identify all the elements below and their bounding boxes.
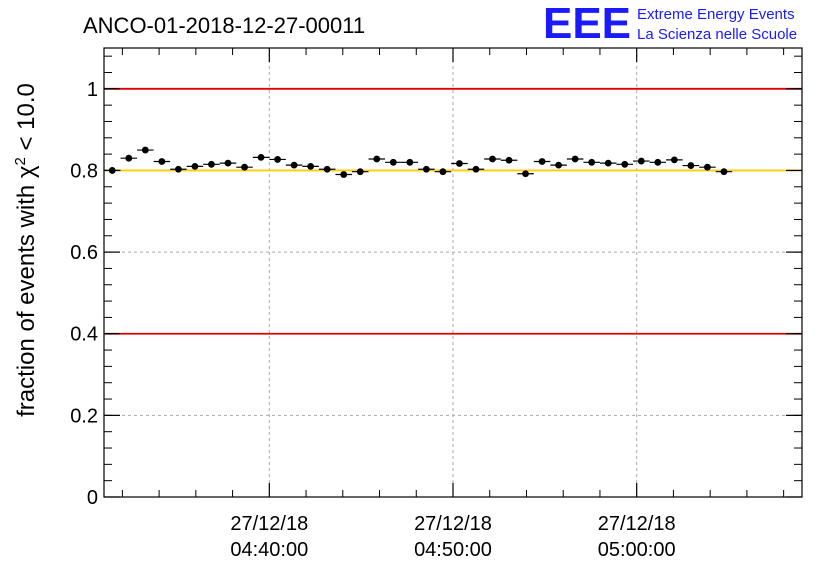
logo-line-2: La Scienza nelle Scuole bbox=[637, 26, 797, 43]
x-tick-label-date: 27/12/18 bbox=[598, 513, 676, 535]
data-point bbox=[125, 154, 133, 162]
reference-lines bbox=[104, 87, 802, 335]
data-point bbox=[588, 158, 596, 166]
data-point bbox=[522, 170, 529, 178]
data-point bbox=[538, 158, 546, 165]
logo-line-1: Extreme Energy Events bbox=[637, 6, 795, 23]
data-point bbox=[637, 157, 645, 165]
x-tick-label-time: 04:40:00 bbox=[230, 539, 308, 561]
data-point bbox=[274, 156, 281, 163]
data-point bbox=[654, 158, 662, 166]
y-axis-label: fraction of events with χ2 < 10.0 bbox=[12, 83, 40, 417]
data-point bbox=[257, 153, 265, 161]
y-tick-label: 0.8 bbox=[70, 160, 98, 182]
data-point bbox=[406, 158, 414, 166]
data-point bbox=[224, 159, 232, 167]
data-point bbox=[555, 161, 563, 169]
data-point bbox=[505, 156, 513, 164]
data-point bbox=[670, 156, 678, 164]
axes: 0 0.2 0.4 0.6 0.8 1 27/12/18 04:40:00 27/12/18 04… bbox=[70, 48, 802, 561]
data-point bbox=[422, 165, 430, 173]
data-point bbox=[604, 159, 612, 167]
data-point bbox=[704, 163, 711, 171]
data-point bbox=[356, 168, 364, 176]
data-point bbox=[720, 168, 728, 176]
data-point bbox=[489, 155, 496, 163]
chart-title: ANCO-01-2018-12-27-00011 bbox=[83, 13, 365, 38]
data-point bbox=[472, 165, 480, 173]
data-point bbox=[373, 155, 381, 163]
y-tick-label: 0.2 bbox=[70, 405, 98, 427]
data-point bbox=[158, 158, 166, 165]
x-tick-label-date: 27/12/18 bbox=[230, 513, 308, 535]
data-point bbox=[456, 160, 463, 167]
logo-letters: EEE bbox=[543, 0, 631, 48]
data-point bbox=[241, 163, 248, 171]
eee-logo: EEE Extreme Energy Events La Scienza nel… bbox=[543, 0, 797, 48]
data-point bbox=[307, 162, 315, 170]
x-tick-label-time: 05:00:00 bbox=[598, 539, 676, 561]
data-point bbox=[208, 160, 215, 168]
x-tick-label-date: 27/12/18 bbox=[414, 513, 492, 535]
data-point bbox=[141, 146, 149, 154]
data-point bbox=[290, 161, 298, 169]
y-tick-label: 0.4 bbox=[70, 324, 98, 346]
data-point bbox=[340, 171, 348, 178]
data-point bbox=[323, 165, 331, 173]
data-point bbox=[571, 155, 579, 163]
data-point bbox=[389, 158, 397, 166]
data-point bbox=[191, 162, 199, 170]
y-tick-label: 0 bbox=[87, 487, 98, 509]
grid bbox=[104, 48, 802, 497]
data-point bbox=[439, 168, 447, 176]
data-point bbox=[174, 165, 182, 173]
y-tick-label: 0.6 bbox=[70, 242, 98, 264]
y-tick-label: 1 bbox=[87, 79, 98, 101]
x-tick-label-time: 04:50:00 bbox=[414, 539, 492, 561]
data-point bbox=[621, 160, 629, 168]
data-point bbox=[687, 162, 695, 169]
data-points bbox=[104, 146, 733, 178]
